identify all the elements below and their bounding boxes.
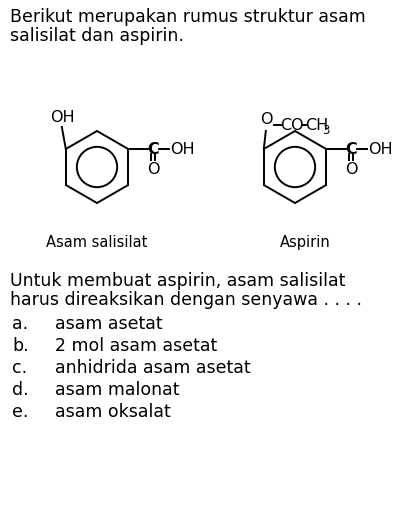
Text: CH: CH: [305, 117, 329, 132]
Text: asam malonat: asam malonat: [55, 380, 179, 398]
Text: Asam salisilat: Asam salisilat: [46, 234, 148, 249]
Text: a.: a.: [12, 315, 28, 332]
Text: OH: OH: [368, 141, 393, 156]
Text: harus direaksikan dengan senyawa . . . .: harus direaksikan dengan senyawa . . . .: [10, 290, 362, 309]
Text: d.: d.: [12, 380, 28, 398]
Text: O: O: [147, 161, 159, 176]
Text: OH: OH: [170, 141, 195, 156]
Text: c.: c.: [12, 358, 27, 376]
Text: Berikut merupakan rumus struktur asam: Berikut merupakan rumus struktur asam: [10, 8, 366, 26]
Text: CO: CO: [280, 117, 303, 132]
Text: Untuk membuat aspirin, asam salisilat: Untuk membuat aspirin, asam salisilat: [10, 272, 345, 289]
Text: asam oksalat: asam oksalat: [55, 402, 171, 420]
Text: 3: 3: [322, 123, 329, 136]
Text: asam asetat: asam asetat: [55, 315, 163, 332]
Text: C: C: [147, 141, 159, 156]
Text: Aspirin: Aspirin: [280, 234, 330, 249]
Text: 2 mol asam asetat: 2 mol asam asetat: [55, 336, 217, 355]
Text: anhidrida asam asetat: anhidrida asam asetat: [55, 358, 251, 376]
Text: e.: e.: [12, 402, 28, 420]
Text: O: O: [345, 161, 357, 176]
Text: C: C: [345, 141, 357, 156]
Text: O: O: [260, 112, 273, 127]
Text: salisilat dan aspirin.: salisilat dan aspirin.: [10, 27, 184, 45]
Text: b.: b.: [12, 336, 28, 355]
Text: OH: OH: [51, 110, 75, 125]
